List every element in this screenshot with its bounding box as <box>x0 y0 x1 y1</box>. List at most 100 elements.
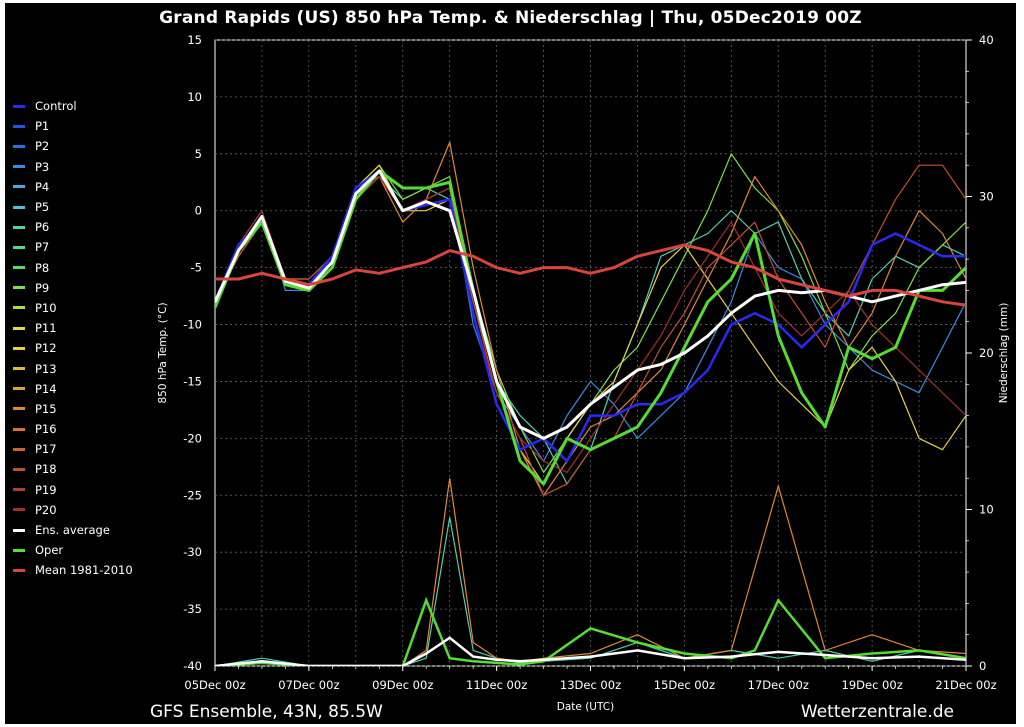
legend-label: P3 <box>35 159 50 174</box>
chart-title: Grand Rapids (US) 850 hPa Temp. & Nieder… <box>159 8 862 28</box>
legend-label: Ens. average <box>35 523 110 538</box>
legend-label: P12 <box>35 341 57 356</box>
legend-swatch <box>13 427 25 431</box>
legend-item: P8 <box>13 258 133 278</box>
legend-label: P17 <box>35 442 57 457</box>
series-line <box>215 169 966 486</box>
legend-swatch <box>13 528 25 532</box>
legend-swatch <box>13 467 25 471</box>
x-tick-label: 05Dec 00z <box>184 678 245 692</box>
y-tick-label: 10 <box>187 90 202 104</box>
x-tick-label: 11Dec 00z <box>466 678 527 692</box>
footer-brand: Wetterzentrale.de <box>800 702 954 722</box>
legend-item: P9 <box>13 278 133 298</box>
x-tick-label: 07Dec 00z <box>278 678 339 692</box>
legend-label: Control <box>35 99 77 114</box>
legend-swatch <box>13 144 25 148</box>
y-axis-label: 850 hPa Temp. (°C) <box>157 302 169 403</box>
legend-item: P11 <box>13 318 133 338</box>
y-tick-label: 0 <box>195 204 202 218</box>
y2-tick-label: 10 <box>979 503 994 517</box>
legend-swatch <box>13 185 25 189</box>
legend-label: P20 <box>35 502 57 517</box>
legend-item: P19 <box>13 480 133 500</box>
legend-swatch <box>13 326 25 330</box>
x-tick-label: 09Dec 00z <box>372 678 433 692</box>
legend-item: P16 <box>13 419 133 439</box>
legend-label: P9 <box>35 280 50 295</box>
series-line <box>215 243 966 307</box>
x-tick-label: 13Dec 00z <box>560 678 621 692</box>
y2-tick-label: 40 <box>979 33 994 47</box>
y-tick-label: 15 <box>187 33 202 47</box>
legend-item: P12 <box>13 338 133 358</box>
legend-label: P1 <box>35 119 50 134</box>
legend-swatch <box>13 367 25 371</box>
legend-label: P16 <box>35 422 57 437</box>
x-tick-label: 19Dec 00z <box>842 678 903 692</box>
legend-item: P6 <box>13 217 133 237</box>
legend-label: P8 <box>35 260 50 275</box>
legend-item: Ens. average <box>13 520 133 540</box>
legend-label: Mean 1981-2010 <box>35 563 133 578</box>
legend-item: P10 <box>13 298 133 318</box>
legend-swatch <box>13 165 25 169</box>
legend-swatch <box>13 508 25 512</box>
legend-swatch <box>13 568 25 572</box>
y-tick-label: -30 <box>183 545 202 559</box>
legend-label: P19 <box>35 482 57 497</box>
y-tick-label: -5 <box>191 261 202 275</box>
legend-swatch <box>13 387 25 391</box>
legend-label: P5 <box>35 200 50 215</box>
legend-swatch <box>13 225 25 229</box>
legend-item: P7 <box>13 237 133 257</box>
y-tick-label: -25 <box>183 488 202 502</box>
y-tick-label: -10 <box>183 318 202 332</box>
legend-label: P15 <box>35 401 57 416</box>
y2-tick-label: 0 <box>979 659 986 673</box>
legend-swatch <box>13 245 25 249</box>
legend-swatch <box>13 407 25 411</box>
legend-label: P13 <box>35 361 57 376</box>
legend-swatch <box>13 488 25 492</box>
footer-source: GFS Ensemble, 43N, 85.5W <box>150 702 383 722</box>
legend-swatch <box>13 286 25 290</box>
y2-tick-label: 30 <box>979 190 994 204</box>
legend-label: P11 <box>35 321 57 336</box>
legend-label: P10 <box>35 300 57 315</box>
legend-swatch <box>13 447 25 451</box>
legend-item: Oper <box>13 540 133 560</box>
legend-item: P15 <box>13 399 133 419</box>
y-tick-label: 5 <box>195 147 202 161</box>
legend-label: P4 <box>35 179 50 194</box>
precip-line <box>215 636 966 666</box>
legend-label: Oper <box>35 543 64 558</box>
legend-item: P3 <box>13 157 133 177</box>
x-tick-label: 15Dec 00z <box>654 678 715 692</box>
legend-item: Control <box>13 96 133 116</box>
y-tick-label: -40 <box>183 659 202 673</box>
legend-label: P14 <box>35 381 57 396</box>
legend-label: P2 <box>35 139 50 154</box>
legend-label: P7 <box>35 240 50 255</box>
legend-label: P6 <box>35 220 50 235</box>
legend-swatch <box>13 306 25 310</box>
series-line <box>215 169 966 463</box>
legend-swatch <box>13 266 25 270</box>
x-tick-label: 17Dec 00z <box>748 678 809 692</box>
legend-item: P4 <box>13 177 133 197</box>
legend-label: P18 <box>35 462 57 477</box>
legend-swatch <box>13 104 25 108</box>
plot-area <box>214 39 967 667</box>
legend-item: P18 <box>13 459 133 479</box>
y-tick-label: -20 <box>183 431 202 445</box>
legend-swatch <box>13 346 25 350</box>
legend-item: P17 <box>13 439 133 459</box>
legend-item: P1 <box>13 116 133 136</box>
legend-swatch <box>13 205 25 209</box>
legend-item: Mean 1981-2010 <box>13 560 133 580</box>
legend-item: P20 <box>13 500 133 520</box>
legend-item: P5 <box>13 197 133 217</box>
